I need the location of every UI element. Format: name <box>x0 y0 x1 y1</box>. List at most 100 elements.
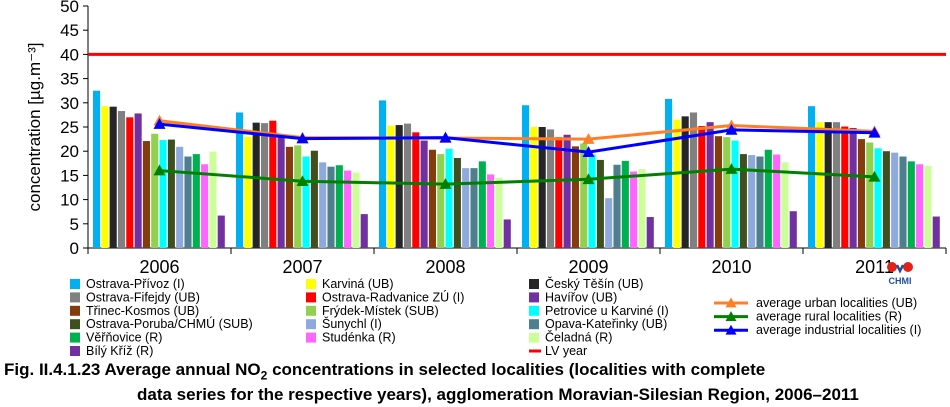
bar <box>723 137 731 248</box>
legend-label: average industrial localities (I) <box>756 323 921 337</box>
bar <box>638 169 646 248</box>
chmi-logo: CHMI <box>883 259 917 287</box>
bar <box>588 154 596 248</box>
line-marker <box>582 133 595 144</box>
legend-label: Petrovice u Karviné (I) <box>545 304 669 318</box>
legend-marker <box>725 324 737 335</box>
legend-swatch <box>70 319 80 330</box>
bar <box>596 159 604 248</box>
bar <box>462 168 470 248</box>
legend-label: LV year <box>545 344 587 358</box>
bar <box>478 161 486 248</box>
no2-concentration-chart: 0 5 10 15 20 25 30 35 40 45 50 2006 2007 2008 2009 2010… <box>25 0 947 358</box>
bar <box>764 149 772 248</box>
bar <box>849 127 857 248</box>
bar <box>841 126 849 248</box>
bar <box>706 122 714 248</box>
bar <box>285 146 293 248</box>
bar <box>748 155 756 248</box>
legend-label: Opava-Kateřinky (UB) <box>545 317 667 331</box>
legend-label: Třinec-Kosmos (UB) <box>86 304 199 318</box>
bar <box>731 140 739 248</box>
bar <box>530 127 538 248</box>
bar <box>260 123 269 248</box>
line-marker <box>868 126 881 138</box>
bar <box>395 125 403 248</box>
bar <box>630 171 638 248</box>
bar <box>437 154 445 248</box>
y-axis-label: concentration [µg.m⁻³] <box>25 42 44 211</box>
bar <box>176 146 184 248</box>
legend: Ostrava-Přívoz (I) Karviná (UB) Český Těší… <box>70 276 921 358</box>
bar <box>832 122 841 248</box>
bar <box>379 100 387 248</box>
legend-label: average urban localities (UB) <box>756 296 917 310</box>
bar <box>403 123 412 248</box>
legend-swatch <box>529 279 539 289</box>
bar <box>252 122 260 248</box>
legend-swatch <box>70 332 80 343</box>
bar <box>352 172 360 248</box>
bar <box>646 217 654 248</box>
bar <box>310 150 318 248</box>
line-marker <box>153 164 166 176</box>
bar <box>538 127 546 248</box>
legend-label: Frýdek-Místek (SUB) <box>322 304 439 318</box>
bar <box>167 139 175 248</box>
bar <box>445 148 453 248</box>
bar <box>824 122 832 248</box>
bar <box>522 105 530 248</box>
bar <box>344 170 352 248</box>
line-marker <box>439 131 452 143</box>
caption-line1-post: concentrations in selected localities (l… <box>267 360 766 379</box>
caption-line1-pre: Fig. II.4.1.23 Average annual NO <box>4 360 261 379</box>
x-category-label: 2009 <box>568 257 608 277</box>
legend-label: Ostrava-Přívoz (I) <box>86 277 185 291</box>
bar <box>327 166 335 248</box>
bar <box>882 151 890 248</box>
legend-swatch <box>306 292 316 303</box>
bar <box>412 132 420 248</box>
bar <box>184 156 192 248</box>
y-tick-label: 30 <box>60 94 79 113</box>
legend-swatch <box>529 305 539 316</box>
average-line <box>159 167 875 186</box>
line-marker <box>153 118 166 129</box>
bar <box>781 162 789 248</box>
bar <box>217 215 225 248</box>
bar <box>470 168 478 248</box>
x-category-label: 2006 <box>139 257 179 277</box>
x-category-label: 2010 <box>711 257 751 277</box>
line-marker <box>439 178 452 189</box>
line-marker <box>296 175 309 187</box>
bar <box>789 211 797 248</box>
bar <box>294 145 302 248</box>
x-category-label: 2011 <box>855 257 894 277</box>
bar <box>773 154 781 248</box>
legend-marker <box>725 311 737 321</box>
bar <box>580 143 588 248</box>
bar <box>159 140 167 248</box>
x-category-label: 2008 <box>425 257 465 277</box>
caption-line2: data series for the respective years), a… <box>137 385 859 405</box>
bar <box>546 129 555 248</box>
bar <box>109 106 117 248</box>
legend-swatch <box>529 332 539 343</box>
legend-marker <box>725 297 737 308</box>
y-tick-label: 40 <box>60 45 79 64</box>
line-marker <box>868 170 881 182</box>
bar <box>93 90 101 248</box>
bar <box>277 136 285 248</box>
bar <box>387 125 395 248</box>
bar <box>360 214 368 248</box>
bar <box>495 177 503 248</box>
bar <box>209 151 217 248</box>
bar <box>335 165 343 248</box>
bar <box>907 161 915 248</box>
y-tick-label: 15 <box>60 166 79 185</box>
bar <box>453 157 461 248</box>
legend-label: Karviná (UB) <box>322 277 394 291</box>
line-marker <box>582 173 595 185</box>
y-tick-label: 45 <box>60 21 79 40</box>
x-category-label: 2007 <box>282 257 322 277</box>
